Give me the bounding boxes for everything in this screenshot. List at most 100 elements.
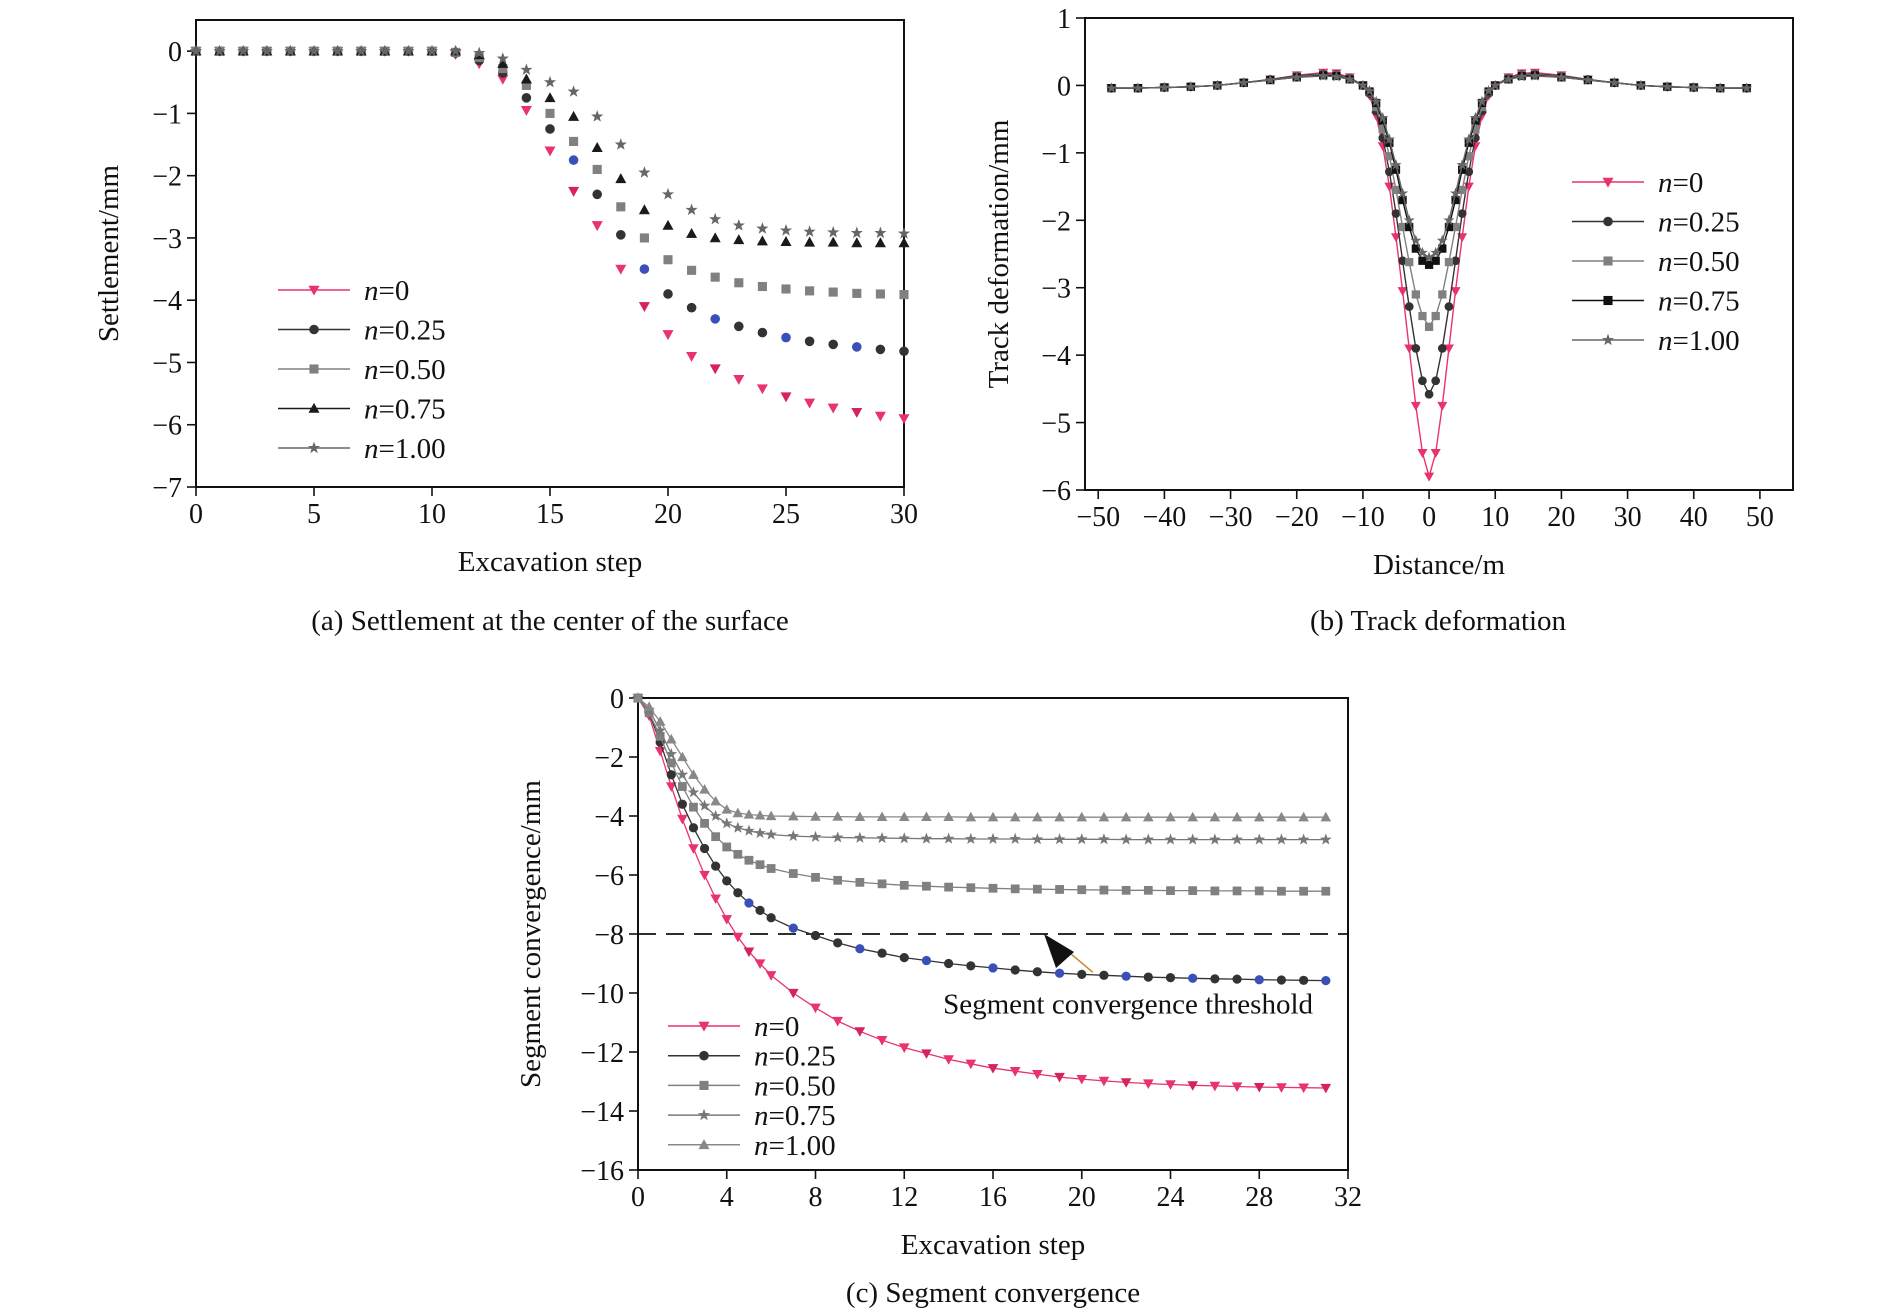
data-point: [710, 795, 721, 806]
data-point: [1099, 970, 1109, 980]
data-point: [661, 187, 675, 200]
data-point: [213, 44, 226, 57]
data-point: [757, 281, 767, 292]
data-point: [1397, 287, 1408, 297]
data-point: [757, 327, 768, 338]
data-point: [1456, 159, 1468, 170]
data-point: [779, 224, 793, 236]
data-point: [1443, 344, 1454, 354]
data-point: [543, 75, 557, 88]
data-point: [766, 864, 776, 873]
data-point: [734, 278, 744, 288]
series-n-0-50: [633, 693, 1331, 896]
x-tick-label: 50: [1746, 502, 1774, 533]
series-n-0-25: [1107, 69, 1752, 399]
data-point: [676, 768, 689, 780]
y-tick-label: −8: [594, 920, 624, 951]
x-tick-label: 20: [654, 499, 682, 530]
data-point: [1276, 811, 1287, 822]
data-point: [1032, 884, 1042, 894]
data-point: [1410, 401, 1421, 411]
data-point: [662, 330, 674, 341]
x-tick-label: 0: [1422, 502, 1436, 533]
data-point: [685, 203, 698, 216]
series-n-0-25: [633, 693, 1331, 986]
data-point: [733, 321, 744, 332]
data-point: [1253, 811, 1265, 822]
data-point: [1390, 233, 1402, 243]
data-point: [1444, 222, 1454, 232]
data-point: [639, 233, 649, 243]
series-line: [637, 697, 1326, 1089]
data-point: [899, 952, 909, 963]
data-point: [1404, 302, 1414, 311]
series-n-0: [190, 46, 910, 425]
y-axis-title: Track deformation/mm: [983, 119, 1015, 388]
data-point: [1055, 885, 1064, 894]
data-point: [1231, 1082, 1243, 1092]
data-point: [567, 85, 580, 97]
data-point: [1423, 251, 1435, 263]
legend-marker: [309, 364, 319, 374]
x-tick-label: 30: [1614, 502, 1642, 533]
data-point: [710, 894, 721, 905]
series-line: [637, 697, 1326, 841]
series-line: [1111, 73, 1747, 329]
data-point: [855, 877, 865, 887]
x-tick-label: 20: [1068, 1182, 1096, 1213]
series-n-0-75: [632, 691, 1332, 845]
data-point: [780, 392, 792, 403]
data-point: [827, 225, 840, 238]
data-point: [654, 716, 666, 726]
data-point: [592, 164, 602, 174]
data-point: [1054, 1072, 1065, 1083]
data-point: [1529, 70, 1541, 81]
x-tick-label: 20: [1547, 502, 1575, 533]
data-point: [1264, 74, 1276, 85]
data-point: [1357, 79, 1369, 91]
threshold-annotation: Segment convergence threshold: [943, 989, 1313, 1021]
y-axis-title: Settlement/mm: [93, 164, 125, 342]
series-line: [637, 697, 1326, 892]
data-point: [756, 384, 768, 395]
data-point: [1188, 973, 1198, 983]
y-tick-label: −3: [1041, 274, 1071, 305]
data-point: [810, 811, 821, 821]
data-point: [1120, 1078, 1132, 1088]
y-tick-label: −6: [594, 861, 624, 892]
data-point: [1299, 886, 1309, 896]
data-point: [744, 898, 754, 908]
x-axis-title: Excavation step: [458, 546, 642, 578]
data-point: [665, 733, 677, 744]
data-point: [1143, 885, 1153, 895]
panel-c-segment-convergence-chart: 0 4 8 12 16 20 24 28 32 0 −2 −4 −6 −8 −10 −12 −14 −16 Exca…: [515, 684, 1362, 1261]
data-point: [788, 988, 799, 999]
data-point: [544, 146, 556, 157]
data-point: [665, 747, 678, 760]
data-point: [875, 344, 886, 355]
data-point: [922, 881, 931, 891]
data-point: [1424, 472, 1435, 482]
data-point: [854, 811, 866, 822]
data-point: [1009, 1067, 1021, 1077]
data-point: [851, 407, 863, 418]
legend-label: n=0.50: [754, 1070, 836, 1102]
data-point: [1321, 886, 1331, 896]
data-point: [1253, 1082, 1265, 1093]
data-point: [1187, 811, 1198, 822]
data-point: [1431, 256, 1440, 265]
data-point: [1319, 833, 1332, 845]
legend-label: n=0: [1658, 167, 1703, 199]
legend-label: n=0.25: [754, 1041, 836, 1073]
y-tick-label: −10: [580, 979, 624, 1010]
data-point: [804, 398, 816, 409]
x-tick-label: −40: [1143, 502, 1187, 533]
data-point: [1661, 80, 1673, 92]
y-tick-label: 0: [168, 37, 182, 68]
data-point: [988, 883, 998, 893]
data-point: [1418, 311, 1427, 321]
legend-marker: [698, 1139, 710, 1150]
data-point: [987, 1064, 999, 1074]
data-point: [568, 155, 579, 165]
plot-frame: [195, 19, 905, 488]
